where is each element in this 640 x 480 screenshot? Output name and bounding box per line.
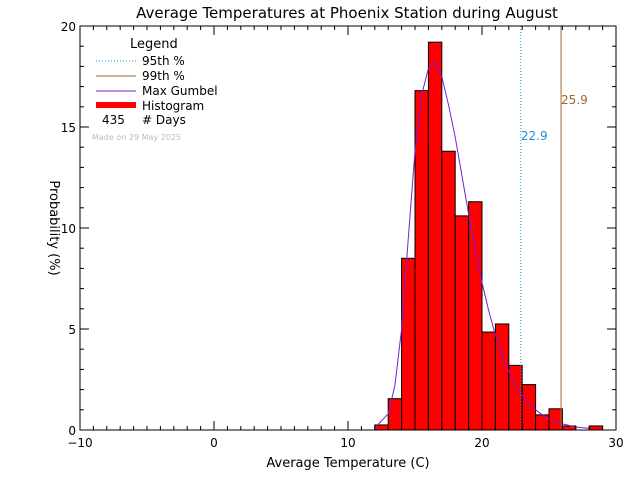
chart-title: Average Temperatures at Phoenix Station …	[136, 4, 558, 22]
x-tick-label: 0	[210, 436, 218, 450]
legend-label-p99: 99th %	[142, 69, 185, 83]
histogram-bar	[414, 90, 429, 431]
histogram-bar	[427, 41, 443, 431]
histogram-bar	[588, 425, 604, 431]
y-tick-label: 10	[61, 222, 76, 236]
x-tick-label: 30	[608, 436, 623, 450]
legend-label-gumbel: Max Gumbel	[142, 84, 218, 98]
y-axis: 0 5 10 15 20	[61, 20, 616, 438]
x-tick-label: 10	[340, 436, 355, 450]
p95-value-label: 22.9	[521, 129, 548, 143]
gumbel-curve	[374, 61, 590, 429]
histogram-bar	[454, 215, 470, 431]
y-tick-label: 20	[61, 20, 76, 34]
legend: Legend 95th % 99th % Max Gumbel Histogra…	[92, 37, 218, 142]
x-tick-label: 20	[474, 436, 489, 450]
y-tick-label: 5	[68, 323, 76, 337]
histogram-bar	[481, 331, 496, 431]
histogram-bar	[521, 384, 537, 431]
made-on-note: Made on 29 May 2025	[92, 133, 181, 142]
legend-days-label: # Days	[142, 113, 186, 127]
plot-area: 22.9 25.9	[374, 26, 604, 431]
x-axis-label: Average Temperature (C)	[266, 456, 429, 471]
y-tick-label: 0	[68, 424, 76, 438]
x-axis: −10 0 10 20 30	[67, 26, 624, 450]
y-axis-label: Probability (%)	[46, 180, 61, 275]
histogram-bar	[401, 257, 416, 431]
legend-label-p95: 95th %	[142, 54, 185, 68]
histogram-bar	[441, 150, 456, 431]
legend-days-count: 435	[102, 113, 125, 127]
histogram-bar	[468, 201, 483, 431]
legend-label-histogram: Histogram	[142, 99, 204, 113]
legend-title: Legend	[130, 37, 178, 52]
y-tick-label: 15	[61, 121, 76, 135]
x-tick-label: −10	[67, 436, 92, 450]
p99-value-label: 25.9	[561, 93, 588, 107]
